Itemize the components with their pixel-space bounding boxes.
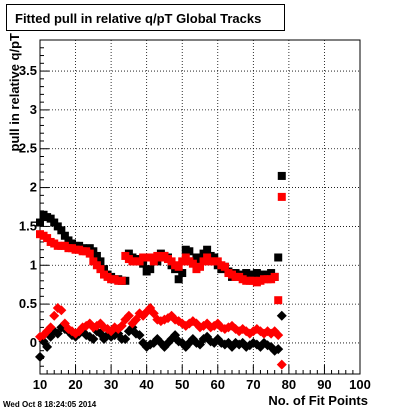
y-tick-label: 0.5: [19, 296, 37, 311]
data-point: [117, 276, 126, 285]
data-point: [85, 249, 94, 258]
x-tick-label: 40: [139, 377, 153, 392]
data-point: [270, 272, 279, 281]
data-point: [123, 310, 134, 321]
data-markers: [35, 171, 287, 370]
data-point: [49, 310, 60, 321]
y-tick-label: 0: [30, 335, 37, 350]
data-point: [277, 192, 286, 201]
data-point: [120, 334, 131, 345]
x-axis-label: No. of Fit Points: [268, 393, 368, 408]
data-point: [174, 262, 183, 271]
data-point: [178, 269, 187, 278]
data-point: [45, 322, 56, 333]
data-point: [60, 231, 69, 240]
data-point: [276, 310, 287, 321]
chart-title: Fitted pull in relative q/pT Global Trac…: [15, 11, 262, 26]
y-tick-label: 2.5: [19, 141, 37, 156]
data-point: [188, 259, 197, 268]
data-point: [146, 265, 155, 274]
timestamp: Wed Oct 8 18:24:05 2014: [3, 400, 97, 409]
plot-frame: [39, 39, 361, 375]
data-point: [42, 341, 53, 352]
data-point: [56, 305, 67, 316]
y-tick-label: 1.5: [19, 218, 37, 233]
x-tick-label: 90: [317, 377, 331, 392]
x-tick-label: 30: [104, 377, 118, 392]
data-point: [276, 359, 287, 370]
x-tick-label: 80: [282, 377, 296, 392]
data-point: [273, 330, 284, 341]
y-tick-label: 3.5: [19, 63, 37, 78]
data-point: [273, 344, 284, 355]
data-point: [174, 275, 183, 284]
data-point: [35, 351, 45, 362]
data-point: [36, 218, 44, 227]
x-tick-label: 100: [349, 377, 371, 392]
data-point: [88, 334, 99, 345]
y-tick-label: 3: [30, 102, 37, 117]
chart-title-box: Fitted pull in relative q/pT Global Trac…: [6, 4, 285, 31]
data-point: [149, 257, 158, 266]
y-axis-label: pull in relative q/pT: [7, 33, 22, 152]
x-tick-label: 70: [246, 377, 260, 392]
data-point: [57, 226, 66, 235]
x-tick-label: 20: [68, 377, 82, 392]
x-tick-label: 60: [211, 377, 225, 392]
data-point: [248, 337, 259, 348]
data-point: [277, 171, 286, 180]
data-point: [185, 247, 194, 256]
data-point: [134, 330, 145, 341]
y-tick-label: 2: [30, 180, 37, 195]
data-point: [220, 262, 229, 271]
x-tick-label: 10: [33, 377, 47, 392]
data-point: [56, 322, 67, 333]
data-point: [92, 251, 101, 260]
data-point: [96, 265, 105, 274]
data-point: [203, 245, 212, 254]
tick-labels: 10 20 30 40 50 60 70 80 90 100 0 0.5 1 1.5 2 2.5 3 3.5: [19, 63, 371, 392]
data-point: [274, 253, 283, 262]
data-point: [196, 262, 204, 271]
data-point: [274, 296, 283, 305]
y-tick-label: 1: [30, 257, 37, 272]
x-tick-label: 50: [175, 377, 189, 392]
data-point: [248, 326, 259, 337]
